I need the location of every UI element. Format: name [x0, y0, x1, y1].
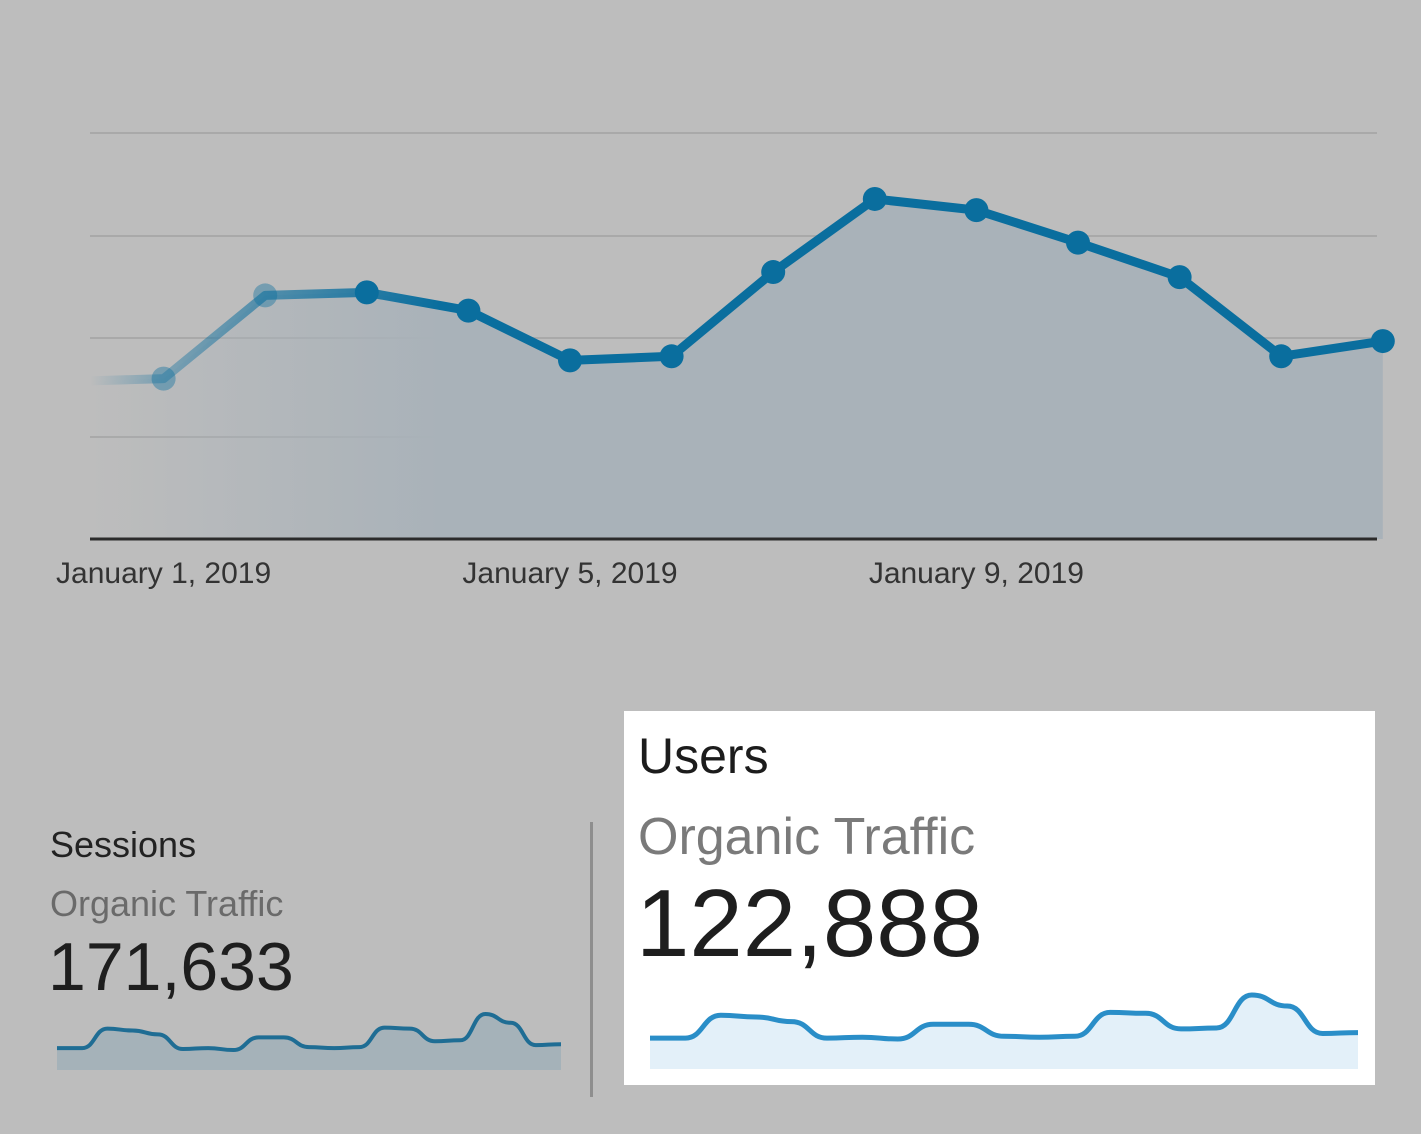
data-point[interactable] — [1370, 329, 1395, 354]
users-title: Users — [638, 728, 769, 784]
data-point[interactable] — [151, 366, 176, 391]
data-point[interactable] — [659, 344, 684, 369]
metric-divider — [590, 822, 593, 1097]
sessions-metric-card[interactable]: Sessions Organic Traffic 171,633 — [0, 800, 590, 1100]
users-metric-card[interactable]: Users Organic Traffic 122,888 — [624, 711, 1375, 1085]
sparkline-area — [650, 995, 1358, 1069]
data-point[interactable] — [558, 348, 582, 373]
data-point[interactable] — [1066, 230, 1090, 255]
series-area — [62, 199, 1383, 539]
x-tick-label: January 5, 2019 — [462, 557, 677, 590]
sessions-total: 171,633 — [48, 929, 294, 1005]
data-point[interactable] — [862, 186, 887, 211]
data-point[interactable] — [1269, 344, 1294, 369]
users-sparkline — [650, 992, 1359, 1069]
sparkline-area — [57, 1014, 561, 1070]
x-tick-label: January 9, 2019 — [869, 557, 1084, 590]
series-points — [151, 186, 1395, 391]
sparkline-line — [57, 1012, 562, 1052]
data-point[interactable] — [456, 298, 481, 323]
data-point[interactable] — [964, 198, 989, 223]
series-line — [57, 194, 1388, 387]
data-point[interactable] — [761, 260, 786, 285]
sessions-subtitle: Organic Traffic — [50, 883, 284, 924]
x-tick-label: January 1, 2019 — [56, 557, 271, 590]
sessions-sparkline — [57, 1012, 562, 1070]
x-tick-labels: January 1, 2019 January 5, 2019 January 9,… — [56, 557, 1084, 590]
data-point[interactable] — [253, 283, 278, 308]
users-line-chart: January 1, 2019 January 5, 2019 January 9,… — [56, 132, 1395, 590]
users-subtitle: Organic Traffic — [638, 808, 976, 866]
users-total: 122,888 — [636, 870, 984, 977]
sessions-title: Sessions — [50, 824, 197, 865]
data-point[interactable] — [354, 280, 379, 305]
sparkline-line — [650, 992, 1359, 1042]
data-point[interactable] — [1167, 265, 1192, 290]
